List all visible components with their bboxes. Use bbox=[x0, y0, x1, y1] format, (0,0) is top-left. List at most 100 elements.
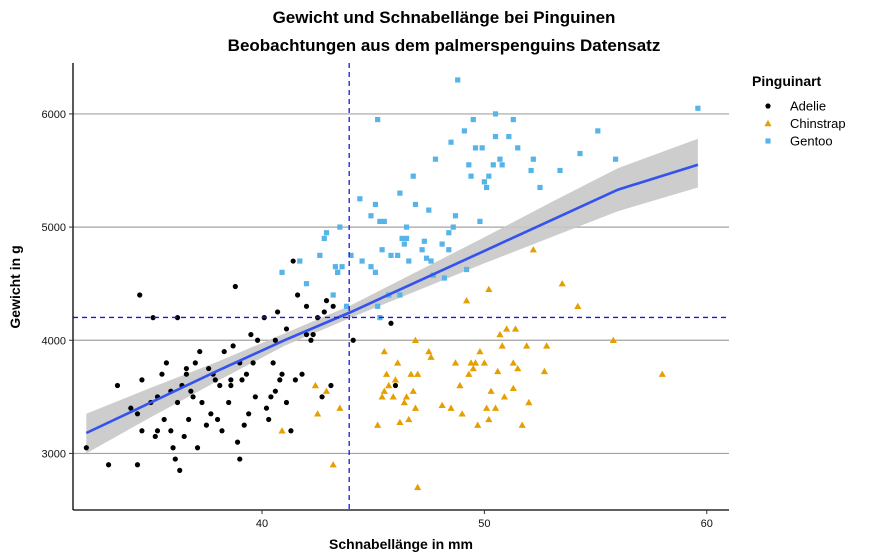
point-adelie bbox=[190, 394, 196, 400]
point-gentoo bbox=[368, 213, 374, 219]
point-chinstrap bbox=[465, 370, 473, 377]
point-chinstrap bbox=[311, 381, 319, 389]
point-gentoo bbox=[421, 238, 427, 244]
point-chinstrap bbox=[514, 364, 522, 372]
point-adelie bbox=[319, 394, 325, 400]
point-adelie bbox=[279, 371, 285, 377]
point-adelie bbox=[272, 388, 278, 394]
y-tick-label-4000: 4000 bbox=[42, 335, 66, 347]
point-gentoo bbox=[446, 247, 452, 253]
point-gentoo bbox=[468, 173, 474, 179]
point-chinstrap bbox=[385, 381, 393, 389]
point-gentoo bbox=[470, 116, 476, 123]
point-adelie bbox=[219, 428, 225, 434]
point-gentoo bbox=[423, 255, 430, 261]
point-adelie bbox=[270, 360, 276, 366]
point-adelie bbox=[181, 433, 187, 440]
point-adelie bbox=[239, 377, 245, 383]
point-adelie bbox=[234, 439, 241, 445]
point-gentoo bbox=[612, 156, 619, 162]
point-gentoo bbox=[490, 162, 496, 168]
gridlines bbox=[73, 113, 729, 455]
chart-subtitle: Beobachtungen aus dem palmerspenguins Da… bbox=[228, 36, 661, 55]
point-chinstrap bbox=[414, 483, 422, 491]
x-tick-label-50: 50 bbox=[478, 518, 490, 530]
legend-title: Pinguinart bbox=[752, 73, 822, 89]
point-gentoo bbox=[321, 235, 327, 242]
point-chinstrap bbox=[456, 381, 464, 389]
point-chinstrap bbox=[491, 404, 500, 411]
point-gentoo bbox=[446, 230, 452, 236]
point-adelie bbox=[277, 377, 283, 383]
point-gentoo bbox=[412, 201, 419, 208]
point-adelie bbox=[134, 462, 141, 468]
point-gentoo bbox=[557, 167, 563, 174]
point-chinstrap bbox=[518, 421, 526, 428]
legend: Pinguinart Adelie Chinstrap Gentoo bbox=[752, 73, 846, 149]
point-adelie bbox=[246, 411, 252, 417]
confidence-band bbox=[86, 138, 698, 454]
point-gentoo bbox=[337, 224, 343, 230]
point-gentoo bbox=[497, 156, 503, 162]
point-chinstrap bbox=[494, 367, 502, 375]
point-adelie bbox=[303, 303, 310, 309]
point-adelie bbox=[323, 298, 330, 304]
point-gentoo bbox=[343, 303, 350, 309]
point-chinstrap bbox=[485, 285, 493, 293]
point-gentoo bbox=[348, 252, 354, 258]
point-gentoo bbox=[441, 275, 447, 281]
point-chinstrap bbox=[574, 302, 582, 310]
point-gentoo bbox=[428, 258, 434, 264]
point-chinstrap bbox=[509, 359, 517, 366]
point-gentoo bbox=[426, 207, 432, 213]
point-gentoo bbox=[279, 269, 285, 275]
regression-line-layer bbox=[85, 163, 699, 435]
point-chinstrap bbox=[407, 370, 415, 377]
legend-key-chinstrap bbox=[764, 119, 772, 127]
point-gentoo bbox=[379, 247, 385, 253]
point-gentoo bbox=[499, 162, 505, 168]
point-chinstrap bbox=[438, 401, 446, 409]
point-adelie bbox=[137, 292, 143, 298]
point-gentoo bbox=[372, 201, 379, 208]
point-adelie bbox=[197, 348, 203, 355]
point-adelie bbox=[232, 283, 238, 290]
point-chinstrap bbox=[394, 359, 402, 366]
point-adelie bbox=[139, 377, 145, 383]
point-chinstrap bbox=[405, 415, 413, 423]
point-chinstrap bbox=[498, 342, 506, 349]
point-adelie bbox=[168, 428, 174, 434]
point-chinstrap bbox=[458, 410, 466, 417]
point-adelie bbox=[172, 456, 178, 462]
point-gentoo bbox=[492, 111, 499, 117]
point-chinstrap bbox=[469, 364, 477, 372]
point-adelie bbox=[154, 428, 161, 434]
point-adelie bbox=[321, 309, 327, 315]
point-chinstrap bbox=[543, 342, 551, 349]
point-adelie bbox=[241, 422, 247, 428]
point-adelie bbox=[161, 416, 167, 423]
point-chinstrap bbox=[409, 387, 417, 394]
point-gentoo bbox=[477, 218, 483, 225]
point-gentoo bbox=[466, 162, 472, 168]
point-gentoo bbox=[439, 241, 445, 247]
point-chinstrap bbox=[400, 398, 408, 406]
point-gentoo bbox=[397, 190, 403, 196]
point-adelie bbox=[250, 360, 256, 366]
legend-key-gentoo bbox=[765, 138, 771, 144]
point-gentoo bbox=[577, 150, 583, 157]
point-chinstrap bbox=[476, 347, 484, 355]
tick-labels: 40 50 60 3000 4000 5000 6000 bbox=[42, 109, 713, 530]
axes bbox=[69, 63, 729, 514]
point-chinstrap bbox=[382, 370, 391, 377]
point-adelie bbox=[350, 337, 356, 343]
point-chinstrap bbox=[336, 404, 344, 411]
point-gentoo bbox=[372, 269, 379, 275]
point-gentoo bbox=[464, 266, 470, 273]
point-adelie bbox=[328, 382, 334, 389]
point-gentoo bbox=[479, 145, 485, 151]
point-adelie bbox=[283, 326, 290, 332]
point-gentoo bbox=[375, 116, 381, 123]
point-gentoo bbox=[515, 145, 521, 151]
